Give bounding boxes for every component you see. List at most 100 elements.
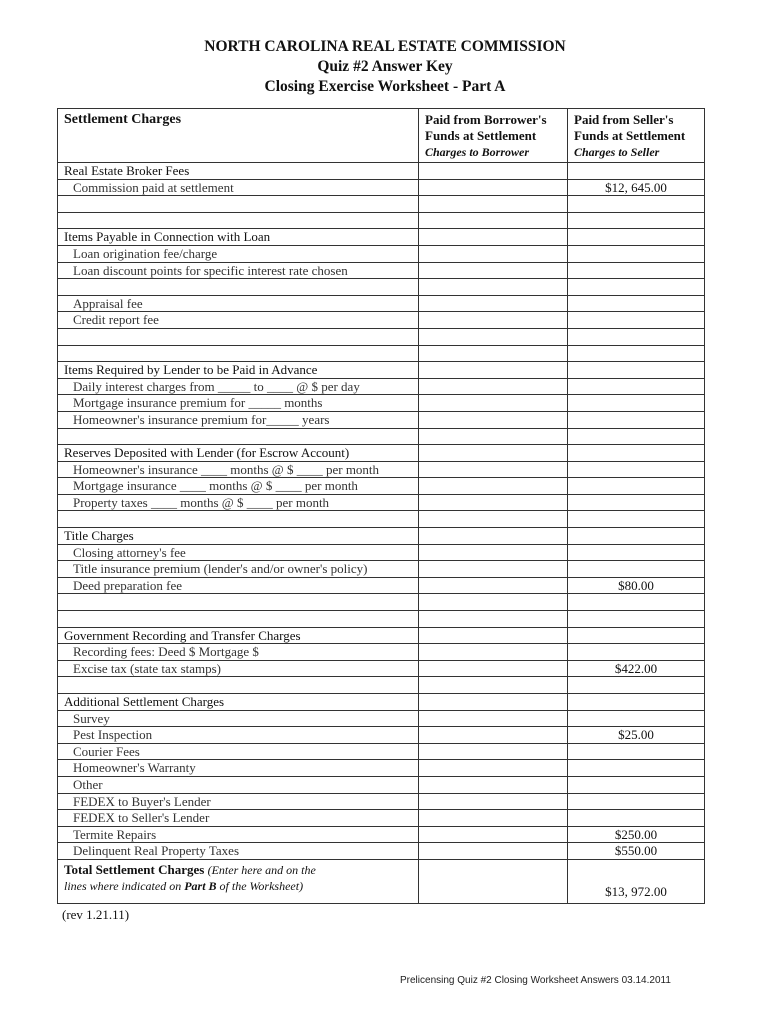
seller-amount: $12, 645.00 [567, 178, 705, 197]
seller-amount: $250.00 [567, 825, 705, 844]
shaded-cell [567, 361, 705, 379]
section-header-row: Additional Settlement Charges [57, 693, 705, 711]
settlement-charges-header: Settlement Charges [57, 108, 419, 163]
borrower-amount [418, 377, 568, 396]
borrower-cell [418, 327, 568, 346]
item-label: Mortgage insurance ____ months @ $ ____ … [57, 477, 419, 495]
table-row: Appraisal fee [57, 294, 705, 313]
table-row: Deed preparation fee $80.00 [57, 576, 705, 595]
borrower-amount [418, 659, 568, 678]
shaded-cell [567, 162, 705, 180]
borrower-amount [418, 809, 568, 827]
table-row: FEDEX to Buyer's Lender [57, 792, 705, 811]
borrower-amount [418, 825, 568, 844]
borrower-amount [418, 709, 568, 728]
seller-header-line2: Funds at Settlement [574, 128, 686, 143]
seller-cell [567, 676, 705, 694]
section-header-row: Items Payable in Connection with Loan [57, 228, 705, 246]
shaded-cell [567, 626, 705, 645]
blank-row [57, 278, 705, 296]
borrower-amount [418, 244, 568, 263]
borrower-cell [418, 278, 568, 296]
item-label: Commission paid at settlement [57, 178, 419, 197]
item-label: Daily interest charges from _____ to ___… [57, 377, 419, 396]
seller-amount [567, 377, 705, 396]
borrower-amount [418, 576, 568, 595]
label-cell [57, 676, 419, 694]
seller-amount [567, 394, 705, 412]
borrower-header-line1: Paid from Borrower's [425, 112, 547, 127]
table-row: Courier Fees [57, 742, 705, 761]
seller-column-header: Paid from Seller's Funds at Settlement Cha… [567, 108, 705, 163]
label-cell [57, 211, 419, 230]
total-label-cell: Total Settlement Charges (Enter here and… [57, 858, 419, 904]
seller-amount [567, 460, 705, 479]
blank-row [57, 211, 705, 230]
item-label: Homeowner's insurance premium for_____ y… [57, 410, 419, 429]
item-label: Credit report fee [57, 311, 419, 329]
seller-amount [567, 410, 705, 429]
table-row: Delinquent Real Property Taxes $550.00 [57, 842, 705, 860]
borrower-amount [418, 294, 568, 313]
blank-row [57, 427, 705, 446]
seller-amount: $25.00 [567, 726, 705, 744]
section-header-row: Title Charges [57, 527, 705, 545]
borrower-cell [418, 510, 568, 529]
commission-title: NORTH CAROLINA REAL ESTATE COMMISSION [204, 38, 566, 55]
borrower-amount [418, 643, 568, 661]
label-cell [57, 195, 419, 213]
seller-cell [567, 610, 705, 628]
item-label: Mortgage insurance premium for _____ mon… [57, 394, 419, 412]
table-row: Survey [57, 709, 705, 728]
table-row: Mortgage insurance premium for _____ mon… [57, 394, 705, 412]
seller-cell [567, 427, 705, 446]
borrower-cell [418, 610, 568, 628]
total-row: Total Settlement Charges (Enter here and… [57, 858, 705, 904]
total-note2: lines where indicated on [64, 878, 182, 893]
blank-row [57, 344, 705, 363]
borrower-amount [418, 726, 568, 744]
table-header-row: Settlement Charges Paid from Borrower's F… [57, 108, 705, 163]
borrower-amount [418, 742, 568, 761]
item-label: Delinquent Real Property Taxes [57, 842, 419, 860]
item-label: Termite Repairs [57, 825, 419, 844]
item-label: FEDEX to Seller's Lender [57, 809, 419, 827]
shaded-cell [567, 444, 705, 462]
borrower-amount [418, 311, 568, 329]
table-row: Termite Repairs $250.00 [57, 825, 705, 844]
table-row: Mortgage insurance ____ months @ $ ____ … [57, 477, 705, 495]
shaded-cell [418, 162, 568, 180]
label-cell [57, 510, 419, 529]
seller-amount [567, 709, 705, 728]
blank-row [57, 610, 705, 628]
section-header-row: Government Recording and Transfer Charge… [57, 626, 705, 645]
borrower-cell [418, 195, 568, 213]
seller-amount [567, 809, 705, 827]
table-row: Loan origination fee/charge [57, 244, 705, 263]
seller-amount [567, 543, 705, 562]
borrower-cell [418, 427, 568, 446]
total-seller: $13, 972.00 [567, 858, 705, 904]
section-header-row: Reserves Deposited with Lender (for Escr… [57, 444, 705, 462]
seller-cell [567, 344, 705, 363]
section-label: Items Required by Lender to be Paid in A… [57, 361, 419, 379]
seller-cell [567, 327, 705, 346]
borrower-amount [418, 394, 568, 412]
table-row: Other [57, 775, 705, 794]
shaded-cell [418, 626, 568, 645]
page-footer: Prelicensing Quiz #2 Closing Worksheet A… [400, 975, 671, 986]
seller-amount [567, 477, 705, 495]
blank-row [57, 676, 705, 694]
borrower-amount [418, 477, 568, 495]
section-label: Real Estate Broker Fees [57, 162, 419, 180]
borrower-amount [418, 759, 568, 777]
item-label: Appraisal fee [57, 294, 419, 313]
table-row: FEDEX to Seller's Lender [57, 809, 705, 827]
seller-header-line1: Paid from Seller's [574, 112, 674, 127]
table-row: Property taxes ____ months @ $ ____ per … [57, 493, 705, 512]
seller-amount [567, 244, 705, 263]
borrower-cell [418, 344, 568, 363]
borrower-amount [418, 543, 568, 562]
borrower-amount [418, 410, 568, 429]
seller-amount [567, 742, 705, 761]
